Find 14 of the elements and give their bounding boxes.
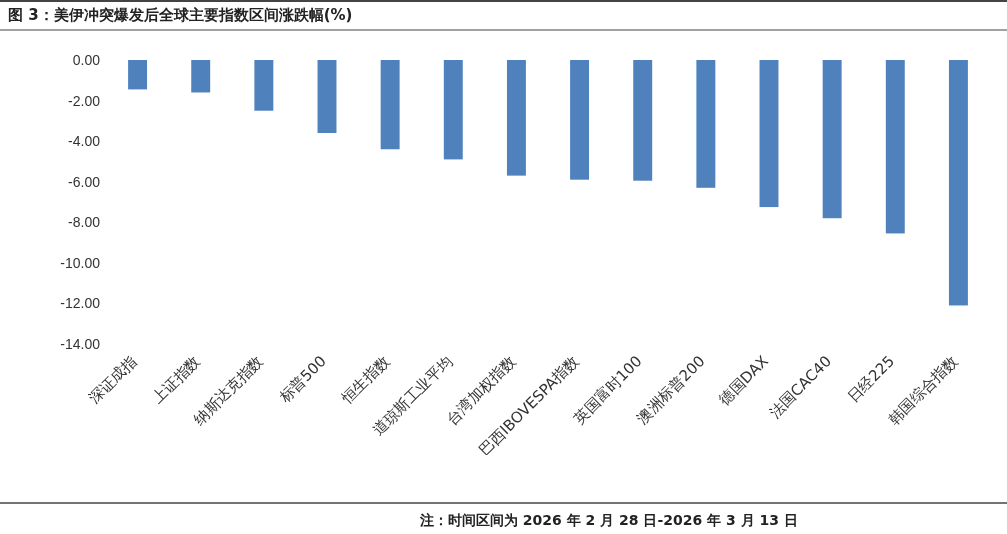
y-tick-label: -4.00 <box>68 133 101 150</box>
x-tick-label: 深证成指 <box>85 352 141 408</box>
y-tick-label: -8.00 <box>68 214 101 231</box>
y-tick-label: 0.00 <box>72 51 101 68</box>
x-tick-label: 上证指数 <box>148 352 204 408</box>
y-tick-label: -10.00 <box>60 254 101 271</box>
x-tick-label: 恒生指数 <box>337 352 393 408</box>
y-tick-label: -2.00 <box>68 92 101 109</box>
y-tick-label: -12.00 <box>60 295 101 312</box>
chart-title: 图 3：美伊冲突爆发后全球主要指数区间涨跌幅(%) <box>8 6 353 24</box>
y-tick-label: -6.00 <box>68 173 101 190</box>
y-tick-label: -14.00 <box>60 335 101 352</box>
x-tick-label: 标普500 <box>274 352 330 407</box>
text: 注：时间区间为 2026 年 2 月 28 日-2026 年 3 月 13 日 <box>419 512 798 528</box>
